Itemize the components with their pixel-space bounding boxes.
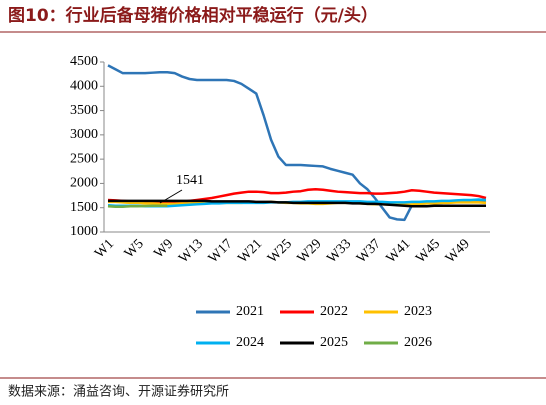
x-tick-label: W25 [265,236,295,266]
y-tick-label: 4500 [70,54,98,69]
x-tick-label: W5 [122,236,147,261]
legend-label: 2026 [404,335,432,350]
x-tick-label: W41 [384,236,414,266]
y-tick-label: 3500 [70,103,98,118]
y-tick-label: 1500 [70,200,98,215]
chart-title: 图10：行业后备母猪价格相对平稳运行（元/头） [8,5,378,26]
series-line [108,199,486,208]
y-tick-label: 3000 [70,127,98,142]
legend-label: 2024 [236,335,264,350]
x-tick-label: W9 [151,236,176,261]
legend-label: 2025 [320,335,348,350]
annotation: 1541 [176,173,204,188]
y-tick-label: 2500 [70,151,98,166]
series-line [107,204,168,208]
x-tick-label: W1 [92,236,117,261]
x-tick-label: W13 [176,236,206,266]
y-tick-label: 1000 [70,224,98,239]
legend-label: 2021 [236,304,264,319]
legend-label: 2023 [404,304,432,319]
x-tick-label: W49 [443,236,473,266]
series-line [107,64,487,222]
x-tick-label: W37 [354,236,384,266]
y-tick-label: 2000 [70,176,98,191]
x-tick-label: W17 [206,236,236,266]
x-tick-label: W45 [413,236,443,266]
x-tick-label: W33 [324,236,354,266]
annotation-arrow [159,189,183,204]
source: 数据来源：涌益咨询、开源证券研究所 [8,384,229,400]
x-tick-label: W21 [235,236,265,266]
x-tick-label: W29 [295,236,325,266]
legend-label: 2022 [320,304,348,319]
y-tick-label: 4000 [70,79,98,94]
